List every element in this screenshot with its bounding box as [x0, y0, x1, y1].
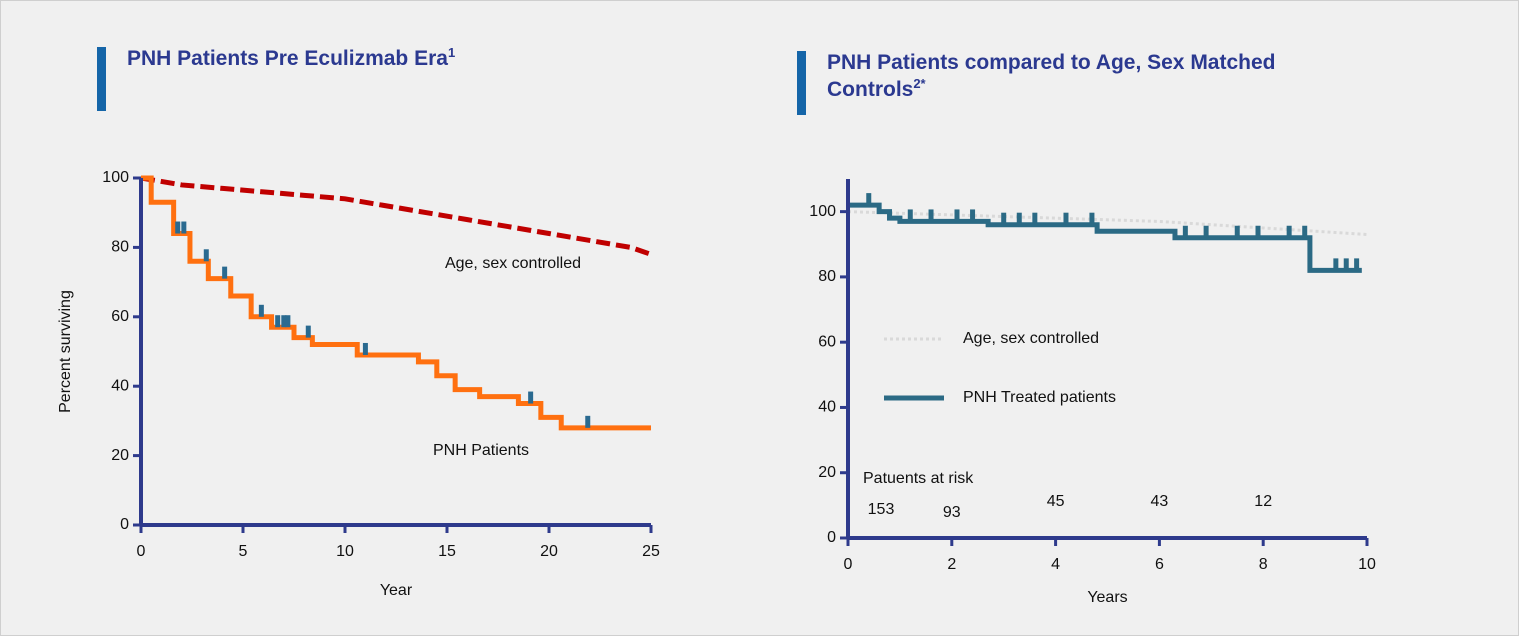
x-tick-label: 2 — [947, 556, 956, 573]
x-tick-label: 25 — [642, 543, 660, 560]
censor-mark — [305, 325, 311, 338]
y-tick-label: 0 — [827, 529, 836, 546]
at-risk-value: 45 — [1047, 493, 1065, 510]
censor-mark — [866, 193, 872, 206]
chart-title: PNH Patients Pre Eculizmab Era1 — [127, 45, 456, 70]
censor-mark — [928, 209, 934, 222]
title-marker — [97, 47, 106, 111]
series-line — [140, 175, 652, 257]
x-axis-label: Year — [380, 582, 413, 599]
at-risk-value: 153 — [868, 501, 895, 518]
chart-title: PNH Patients compared to Age, Sex Matche… — [827, 51, 1276, 101]
at-risk-value: 93 — [943, 504, 961, 521]
series-label: PNH Patients — [433, 442, 529, 459]
censor-mark — [970, 209, 976, 222]
censor-mark — [907, 209, 913, 222]
y-tick-label: 80 — [111, 239, 129, 256]
censor-mark — [1032, 212, 1038, 225]
x-tick-label: 0 — [137, 543, 146, 560]
censor-mark — [362, 342, 368, 355]
censor-mark — [1286, 225, 1292, 238]
x-axis-label: Years — [1087, 589, 1127, 606]
x-tick-label: 10 — [1358, 556, 1376, 573]
series-line — [141, 175, 651, 431]
censor-mark — [1234, 225, 1240, 238]
censor-mark — [258, 304, 264, 317]
y-tick-label: 100 — [809, 203, 836, 220]
censor-mark — [1063, 212, 1069, 225]
series-line — [848, 202, 1362, 273]
y-tick-label: 100 — [102, 169, 129, 186]
censor-mark — [1343, 258, 1349, 271]
censor-mark — [1203, 225, 1209, 238]
censor-mark — [1333, 258, 1339, 271]
y-axis-label: Percent surviving — [57, 290, 74, 413]
censor-mark — [203, 249, 209, 262]
y-tick-label: 20 — [818, 464, 836, 481]
y-tick-label: 80 — [818, 268, 836, 285]
x-tick-label: 5 — [239, 543, 248, 560]
x-tick-label: 0 — [844, 556, 853, 573]
censor-mark — [1089, 212, 1095, 225]
censor-mark — [275, 315, 281, 328]
x-tick-label: 8 — [1259, 556, 1268, 573]
at-risk-label: Patuents at risk — [863, 470, 974, 487]
censor-mark — [1016, 212, 1022, 225]
censor-mark — [181, 221, 187, 234]
legend-label: Age, sex controlled — [963, 330, 1099, 347]
y-tick-label: 0 — [120, 516, 129, 533]
legend-label: PNH Treated patients — [963, 389, 1116, 406]
x-tick-label: 10 — [336, 543, 354, 560]
censor-mark — [1001, 212, 1007, 225]
censor-mark — [222, 266, 228, 279]
x-tick-label: 6 — [1155, 556, 1164, 573]
x-tick-label: 4 — [1051, 556, 1060, 573]
y-tick-label: 40 — [818, 399, 836, 416]
x-tick-label: 20 — [540, 543, 558, 560]
at-risk-value: 12 — [1254, 493, 1272, 510]
censor-mark — [954, 209, 960, 222]
x-tick-label: 15 — [438, 543, 456, 560]
series-label: Age, sex controlled — [445, 255, 581, 272]
censor-mark — [285, 315, 291, 328]
y-tick-label: 20 — [111, 447, 129, 464]
censor-mark — [1302, 225, 1308, 238]
censor-mark — [1354, 258, 1360, 271]
censor-mark — [175, 221, 181, 234]
censor-mark — [1255, 225, 1261, 238]
title-marker — [797, 51, 806, 115]
censor-mark — [528, 391, 534, 404]
y-tick-label: 60 — [818, 333, 836, 350]
y-tick-label: 40 — [111, 377, 129, 394]
y-tick-label: 60 — [111, 308, 129, 325]
censor-mark — [585, 415, 591, 428]
series-line — [847, 210, 1368, 236]
censor-mark — [281, 315, 287, 328]
at-risk-value: 43 — [1151, 493, 1169, 510]
censor-mark — [1182, 225, 1188, 238]
